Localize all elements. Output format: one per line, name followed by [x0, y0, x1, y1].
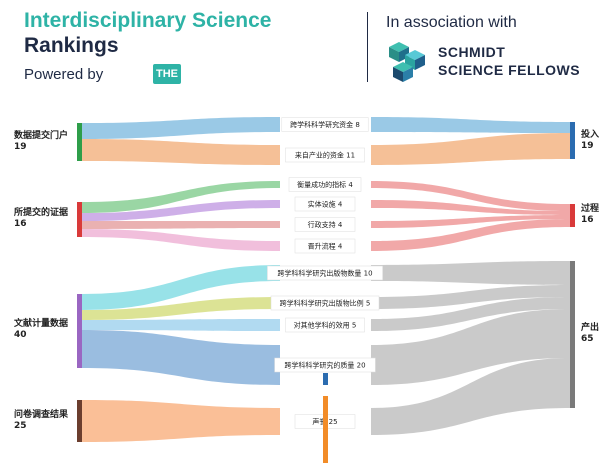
flow-band-in [82, 181, 280, 213]
flow-band-in [82, 117, 280, 139]
flow-band-in [82, 229, 280, 251]
flow-label-box [294, 238, 356, 254]
flow-band-in [82, 400, 280, 442]
left-node-name: 数据提交门户 [14, 129, 68, 141]
flow-band-out [371, 200, 570, 215]
partner-name-line-2: SCIENCE FELLOWS [438, 62, 581, 78]
left-node-name: 所提交的证据 [14, 206, 68, 218]
title-line-1: Interdisciplinary Science [24, 9, 272, 32]
right-node-bar [570, 261, 575, 408]
flow-band-in [82, 221, 280, 229]
association-label: In association with [386, 14, 517, 31]
flow-band-out [371, 133, 570, 165]
flow-band-out [371, 358, 570, 435]
flow-label-box [270, 295, 380, 311]
sankey-flow: 实体设施 4 [82, 196, 570, 221]
right-node-value: 19 [581, 141, 594, 151]
left-node-value: 25 [14, 421, 27, 431]
sankey-flow: 跨学科科学研究的质量 20 [82, 309, 570, 385]
mid-marker [323, 396, 328, 463]
flow-band-in [82, 330, 280, 385]
left-node-value: 16 [14, 219, 27, 229]
sankey-flow: 跨学科科学研究出版物比例 5 [82, 285, 570, 320]
flow-band-out [371, 309, 570, 385]
right-node-name: 过程 [581, 202, 599, 214]
flow-band-out [371, 215, 570, 228]
flow-band-in [82, 139, 280, 165]
flow-label: 跨学科科学研究出版物比例 5 [280, 299, 371, 308]
the-logo: THE [153, 64, 181, 84]
right-node-value: 65 [581, 334, 594, 344]
right-node-bar [570, 122, 575, 159]
flow-label-box [285, 317, 365, 333]
flow-band-out [371, 297, 570, 331]
left-node-bar [77, 123, 82, 161]
flow-label: 衡量成功的指标 4 [297, 180, 353, 189]
flow-band-in [82, 200, 280, 221]
mid-marker [323, 373, 328, 385]
header-divider [367, 12, 368, 82]
flow-label: 来自产业的资金 11 [295, 151, 355, 160]
flow-label-box [288, 177, 362, 192]
flow-band-in [82, 319, 280, 331]
flow-label-box [285, 147, 365, 163]
left-node-bar [77, 400, 82, 442]
flow-band-out [371, 117, 570, 133]
flow-band-out [371, 181, 570, 211]
flow-label: 晋升流程 4 [308, 242, 343, 251]
right-node-name: 产出 [581, 321, 599, 333]
left-node-bar [77, 294, 82, 368]
sankey-flow: 对其他学科的效用 5 [82, 297, 570, 333]
right-node-bar [570, 204, 575, 227]
right-node-name: 投入 [581, 128, 599, 140]
flow-label-box [267, 265, 383, 281]
left-node-value: 40 [14, 330, 27, 340]
sankey-flow: 来自产业的资金 11 [82, 133, 570, 165]
sankey-diagram: 跨学科科学研究资金 8 来自产业的资金 11 衡量成功的指标 4 实体设施 4 行政支持… [13, 117, 599, 463]
sankey-flow: 跨学科科学研究出版物数量 10 [82, 261, 570, 310]
flow-label-box [281, 117, 369, 132]
flow-band-in [82, 297, 280, 320]
flow-label-box [294, 196, 356, 212]
powered-by-label: Powered by [24, 66, 104, 83]
schmidt-cube-logo [389, 42, 425, 82]
sankey-flow: 行政支持 4 [82, 215, 570, 232]
sankey-flow: 衡量成功的指标 4 [82, 177, 570, 213]
flow-band-in [82, 265, 280, 310]
right-node-value: 16 [581, 215, 594, 225]
flow-label: 跨学科科学研究资金 8 [290, 120, 360, 129]
left-node-bar [77, 202, 82, 237]
flow-label: 对其他学科的效用 5 [294, 321, 357, 330]
flow-label: 实体设施 4 [308, 200, 343, 209]
flow-label-box [274, 357, 376, 373]
flow-label: 跨学科科学研究的质量 20 [284, 361, 365, 370]
left-node-value: 19 [14, 142, 27, 152]
left-node-name: 文献计量数据 [13, 317, 68, 329]
flow-label: 行政支持 4 [308, 220, 343, 229]
partner-name-line-1: SCHMIDT [438, 44, 506, 60]
sankey-flow: 跨学科科学研究资金 8 [82, 117, 570, 139]
sankey-flow: 晋升流程 4 [82, 219, 570, 254]
title-line-2: Rankings [24, 34, 119, 57]
flow-band-out [371, 285, 570, 309]
left-node-name: 问卷调查结果 [14, 408, 69, 420]
flow-band-out [371, 219, 570, 251]
flow-label: 跨学科科学研究出版物数量 10 [277, 269, 372, 278]
flow-label-box [294, 217, 356, 232]
flow-band-out [371, 261, 570, 285]
